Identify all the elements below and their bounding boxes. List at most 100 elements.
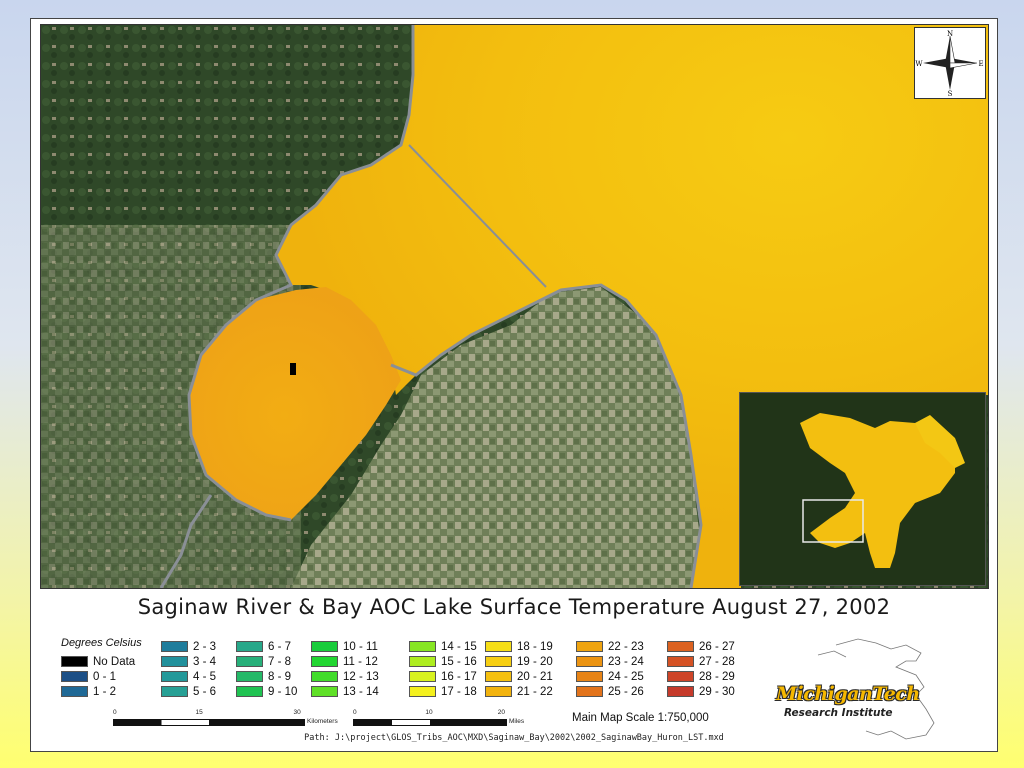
legend-item: 26 - 27: [667, 639, 735, 654]
legend-column: 14 - 15 15 - 16 16 - 17 17 - 18: [409, 639, 477, 699]
legend-item: 4 - 5: [161, 669, 216, 684]
saginaw-river: [159, 494, 213, 588]
legend-label: 3 - 4: [193, 655, 217, 668]
legend-label: 8 - 9: [268, 670, 292, 683]
legend-label: 12 - 13: [343, 670, 379, 683]
legend-column: 22 - 23 23 - 24 24 - 25 25 - 26: [576, 639, 644, 699]
compass-e: E: [978, 60, 983, 68]
legend-item: 16 - 17: [409, 669, 477, 684]
legend-swatch: [236, 671, 263, 682]
legend-swatch: [61, 671, 88, 682]
legend-item: 2 - 3: [161, 639, 216, 654]
legend-swatch: [485, 656, 512, 667]
legend-label: 22 - 23: [608, 640, 644, 653]
legend-item: 10 - 11: [311, 639, 379, 654]
legend-label: 23 - 24: [608, 655, 644, 668]
legend-swatch: [311, 641, 338, 652]
mi-bar: [353, 719, 507, 726]
michigan-outline-icon: [817, 638, 935, 740]
legend-swatch: [161, 671, 188, 682]
map-scale-text: Main Map Scale 1:750,000: [572, 712, 709, 724]
legend-item: 27 - 28: [667, 654, 735, 669]
legend-swatch: [667, 686, 694, 697]
legend-item: 3 - 4: [161, 654, 216, 669]
legend-label: 28 - 29: [699, 670, 735, 683]
legend-item: 25 - 26: [576, 684, 644, 699]
legend-item: 22 - 23: [576, 639, 644, 654]
legend-swatch: [576, 671, 603, 682]
legend-item: 15 - 16: [409, 654, 477, 669]
legend-swatch: [236, 656, 263, 667]
legend-item: 9 - 10: [236, 684, 297, 699]
inset-map[interactable]: [739, 392, 986, 586]
compass-n: N: [947, 30, 953, 38]
no-data-spot: [290, 363, 296, 375]
legend-label: No Data: [93, 655, 136, 668]
inset-extent-box: [802, 499, 864, 543]
mi-unit: Miles: [509, 718, 525, 725]
compass-w: W: [915, 60, 923, 68]
legend-label: 25 - 26: [608, 685, 644, 698]
km-tick-0: 0: [113, 709, 117, 716]
mi-tick-0: 0: [353, 709, 357, 716]
legend-item: 11 - 12: [311, 654, 379, 669]
legend-swatch: [161, 686, 188, 697]
legend-label: 19 - 20: [517, 655, 553, 668]
map-title: Saginaw River & Bay AOC Lake Surface Tem…: [137, 595, 891, 619]
shoreline: [187, 25, 703, 588]
legend-swatch: [61, 656, 88, 667]
legend-item: 6 - 7: [236, 639, 297, 654]
legend-swatch: [409, 686, 436, 697]
km-tick-2: 30: [293, 709, 301, 716]
legend-item: 18 - 19: [485, 639, 553, 654]
legend-item: 7 - 8: [236, 654, 297, 669]
legend-label: 24 - 25: [608, 670, 644, 683]
legend-swatch: [161, 656, 188, 667]
legend-label: 10 - 11: [343, 640, 378, 653]
legend-swatch: [311, 656, 338, 667]
legend-swatch: [667, 671, 694, 682]
legend-column: 2 - 3 3 - 4 4 - 5 5 - 6: [161, 639, 216, 699]
scalebar-miles: 0 10 20 Miles: [353, 709, 524, 726]
legend-swatch: [485, 686, 512, 697]
legend-label: 4 - 5: [193, 670, 217, 683]
legend-item: No Data: [61, 654, 135, 669]
legend-item: 28 - 29: [667, 669, 735, 684]
legend-label: 20 - 21: [517, 670, 553, 683]
legend-item: 5 - 6: [161, 684, 216, 699]
legend-item: 23 - 24: [576, 654, 644, 669]
legend-swatch: [61, 686, 88, 697]
map-layout-frame: N S E W Saginaw River & Bay AOC Lake Sur…: [30, 18, 998, 752]
legend-label: 17 - 18: [441, 685, 477, 698]
legend-label: 2 - 3: [193, 640, 217, 653]
logo-subtitle: Research Institute: [784, 707, 893, 719]
mi-tick-2: 20: [497, 709, 505, 716]
main-map[interactable]: N S E W: [40, 24, 989, 589]
legend-title: Degrees Celsius: [61, 637, 142, 649]
legend-item: 13 - 14: [311, 684, 379, 699]
legend-label: 1 - 2: [93, 685, 117, 698]
legend-item: 12 - 13: [311, 669, 379, 684]
compass-rose-icon: N S E W: [915, 30, 983, 98]
legend-item: 0 - 1: [61, 669, 135, 684]
legend-column: 18 - 19 19 - 20 20 - 21 21 - 22: [485, 639, 553, 699]
legend-label: 29 - 30: [699, 685, 735, 698]
legend-swatch: [409, 656, 436, 667]
legend-label: 15 - 16: [441, 655, 477, 668]
inset-georgian-bay: [915, 415, 965, 468]
saginaw-bay: [189, 287, 401, 520]
legend-swatch: [576, 686, 603, 697]
legend-label: 9 - 10: [268, 685, 298, 698]
legend-label: 0 - 1: [93, 670, 117, 683]
legend-swatch: [409, 641, 436, 652]
legend-swatch: [667, 656, 694, 667]
scalebar-kilometers: 0 15 30 Kilometers: [113, 709, 338, 726]
legend-label: 27 - 28: [699, 655, 735, 668]
legend-label: 11 - 12: [343, 655, 378, 668]
legend-item: 14 - 15: [409, 639, 477, 654]
km-unit: Kilometers: [307, 718, 338, 725]
legend-item: 1 - 2: [61, 684, 135, 699]
inset-map-svg: [740, 393, 985, 585]
legend-swatch: [311, 671, 338, 682]
legend-swatch: [236, 686, 263, 697]
